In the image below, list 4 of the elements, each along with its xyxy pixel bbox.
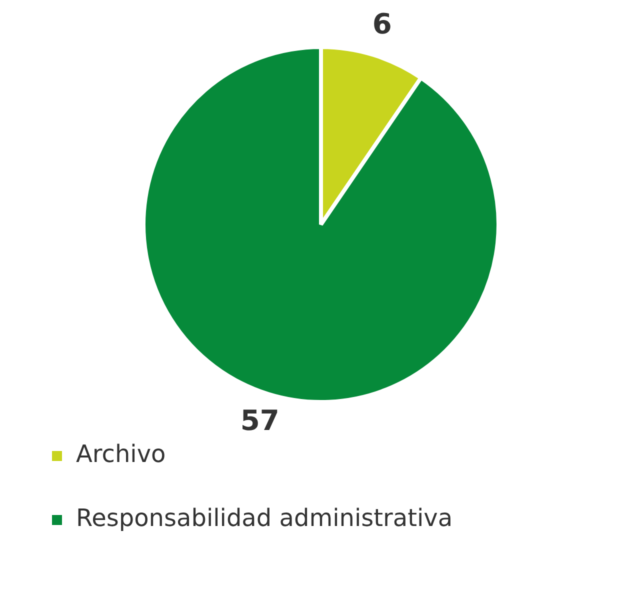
legend-label: Responsabilidad administrativa <box>76 504 453 532</box>
data-label: 6 <box>372 8 392 40</box>
data-label: 57 <box>240 404 280 438</box>
legend-label: Archivo <box>76 440 166 468</box>
